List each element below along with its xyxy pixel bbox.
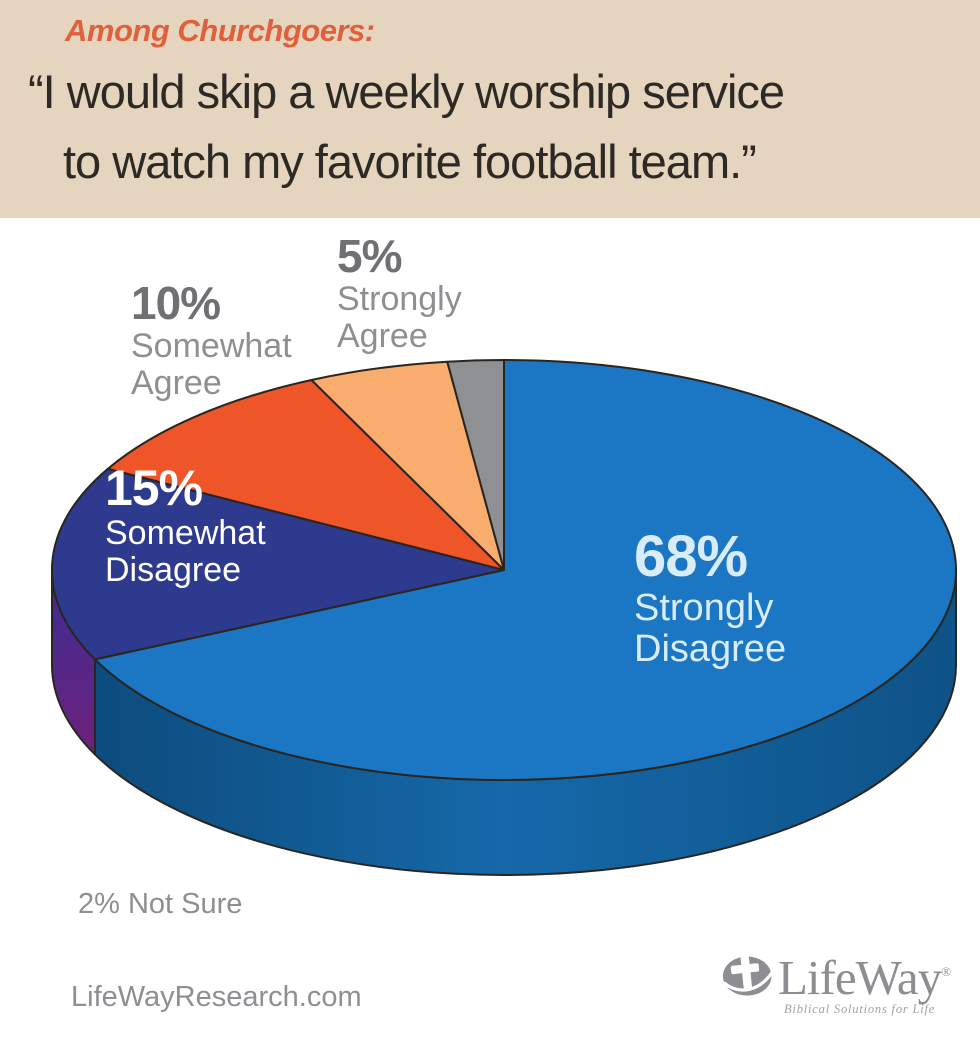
label-line: Disagree bbox=[634, 628, 787, 670]
label-line: Somewhat bbox=[105, 514, 266, 552]
pct-value: 68% bbox=[634, 524, 748, 589]
pie-slice-not-sure bbox=[446, 359, 505, 571]
callout-strongly-agree: 5% Strongly Agree bbox=[337, 231, 462, 355]
title-banner: Among Churchgoers: “I would skip a weekl… bbox=[0, 0, 980, 218]
label-line: Agree bbox=[131, 364, 222, 402]
logo-wordmark: LifeWay® bbox=[778, 944, 951, 1006]
quote-line-1: “I would skip a weekly worship service bbox=[28, 65, 785, 118]
logo-tagline: Biblical Solutions for Life bbox=[784, 1002, 936, 1016]
pie-slice-somewhat-disagree bbox=[51, 467, 505, 661]
pct-value: 5% bbox=[337, 230, 402, 282]
lifeway-logo: LifeWay® Biblical Solutions for Life bbox=[722, 944, 972, 1034]
logo-text: LifeWay bbox=[778, 950, 942, 1005]
registered-mark: ® bbox=[941, 964, 952, 979]
quote-line-2: to watch my favorite football team.” bbox=[63, 135, 757, 188]
pct-value: 15% bbox=[105, 460, 203, 516]
not-sure-note: 2% Not Sure bbox=[78, 888, 243, 920]
eyebrow-text: Among Churchgoers: bbox=[65, 13, 375, 48]
label-line: Strongly bbox=[634, 587, 774, 629]
pie-slice-strongly-agree bbox=[310, 360, 505, 571]
label-line: Agree bbox=[337, 317, 428, 355]
pct-value: 10% bbox=[131, 277, 221, 329]
callout-somewhat-agree: 10% Somewhat Agree bbox=[131, 278, 292, 402]
label-line: Strongly bbox=[337, 280, 462, 318]
quote-text: “I would skip a weekly worship service t… bbox=[28, 57, 785, 197]
label-line: Disagree bbox=[105, 551, 242, 589]
pie-slice-strongly-disagree bbox=[94, 359, 957, 781]
cross-oval-icon bbox=[722, 956, 777, 996]
pie-slice-somewhat-agree bbox=[106, 379, 505, 571]
source-url: LifeWayResearch.com bbox=[71, 981, 362, 1013]
label-line: Somewhat bbox=[131, 327, 292, 365]
callout-somewhat-disagree: 15% Somewhat Disagree bbox=[105, 461, 266, 589]
callout-strongly-disagree: 68% Strongly Disagree bbox=[634, 526, 786, 670]
